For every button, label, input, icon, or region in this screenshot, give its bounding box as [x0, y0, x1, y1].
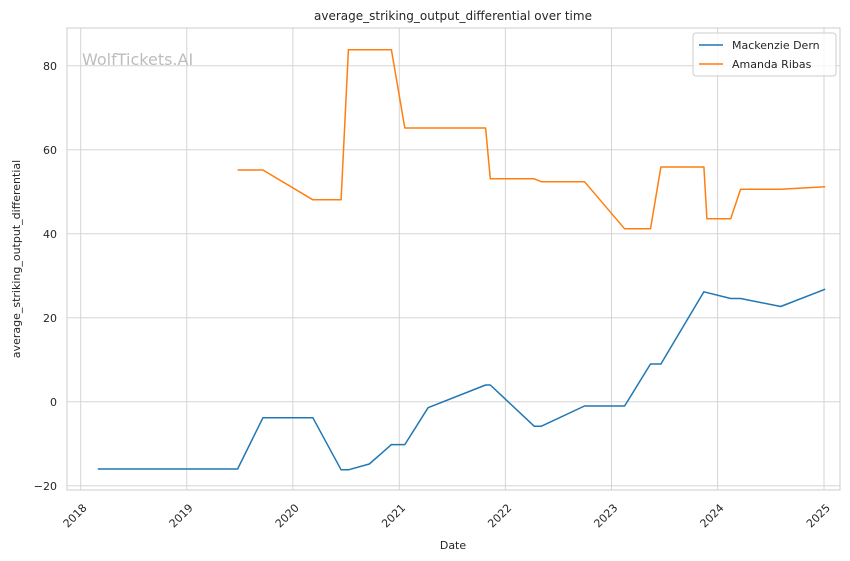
legend-label-amanda-ribas: Amanda Ribas	[732, 58, 812, 71]
y-tick-label: 60	[43, 144, 57, 157]
y-tick-label: 20	[43, 312, 57, 325]
y-axis-label: average_striking_output_differential	[10, 160, 23, 358]
y-axis-ticks: −20 0 20 40 60 80	[34, 60, 57, 493]
series-line-mackenzie-dern	[97, 288, 826, 471]
y-tick-label: 80	[43, 60, 57, 73]
legend-label-mackenzie-dern: Mackenzie Dern	[732, 39, 820, 52]
series-lines	[97, 49, 826, 471]
y-tick-label: 40	[43, 228, 57, 241]
watermark-text: WolfTickets.AI	[82, 50, 193, 69]
legend-box	[692, 32, 837, 77]
legend: Mackenzie Dern Amanda Ribas	[692, 32, 837, 77]
y-tick-label: −20	[34, 480, 57, 493]
series-line-amanda-ribas	[237, 49, 826, 230]
y-tick-label: 0	[50, 396, 57, 409]
chart-title: average_striking_output_differential ove…	[314, 9, 592, 23]
x-axis-label: Date	[440, 539, 467, 552]
plot-frame	[66, 27, 841, 491]
